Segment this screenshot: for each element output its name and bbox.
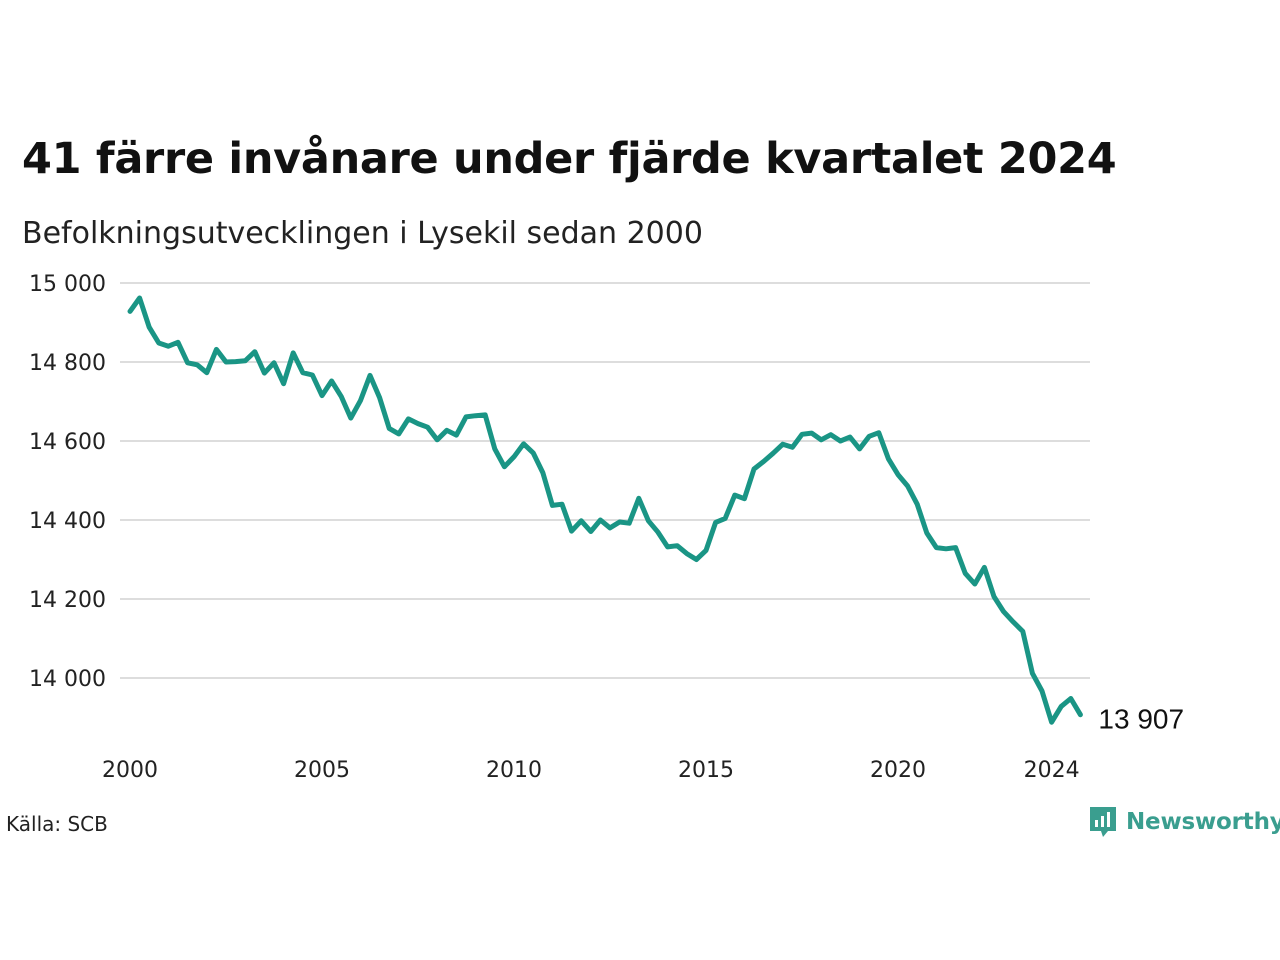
- x-tick-label: 2005: [294, 758, 350, 783]
- y-tick-label: 14 600: [29, 430, 106, 455]
- newsworthy-logo-icon: [1090, 807, 1116, 837]
- x-tick-label: 2000: [102, 758, 158, 783]
- y-tick-label: 14 800: [29, 351, 106, 376]
- y-axis-ticks: 14 000 14 200 14 400 14 600 14 800 15 000: [29, 272, 106, 692]
- x-tick-label: 2020: [870, 758, 926, 783]
- brand-name: Newsworthy: [1126, 809, 1280, 835]
- y-tick-label: 15 000: [29, 272, 106, 297]
- x-tick-label: 2024: [1024, 758, 1080, 783]
- population-series-line: [127, 295, 1083, 725]
- x-tick-label: 2010: [486, 758, 542, 783]
- x-tick-label: 2015: [678, 758, 734, 783]
- y-tick-label: 14 000: [29, 667, 106, 692]
- grid-lines: [120, 282, 1090, 679]
- chart-title: 41 färre invånare under fjärde kvartalet…: [22, 134, 1117, 184]
- newsworthy-logo: Newsworthy: [1088, 804, 1280, 840]
- y-tick-label: 14 200: [29, 588, 106, 613]
- chart-subtitle: Befolkningsutvecklingen i Lysekil sedan …: [22, 216, 703, 251]
- end-value-label: 13 907: [1098, 704, 1184, 735]
- y-tick-label: 14 400: [29, 509, 106, 534]
- x-axis-ticks: 2000 2005 2010 2015 2020 2024: [102, 758, 1080, 783]
- source-note: Källa: SCB: [6, 812, 108, 836]
